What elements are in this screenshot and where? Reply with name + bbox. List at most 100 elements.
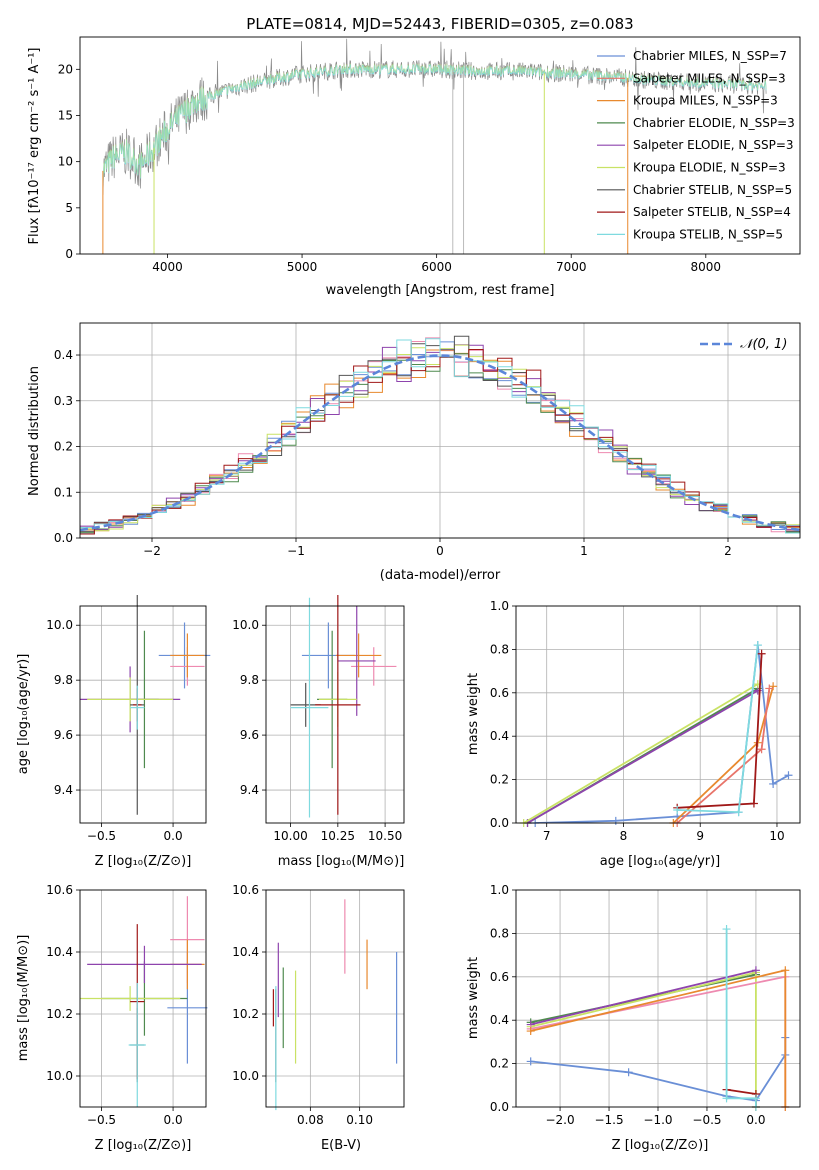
- x-tick-label: −2: [143, 544, 161, 558]
- x-axis-label: E(B-V): [321, 1138, 361, 1153]
- plot-frame: [515, 889, 801, 1108]
- data-point-marker: [526, 1057, 535, 1066]
- x-tick-label: 10.50: [368, 829, 402, 843]
- x-tick-label: 8000: [691, 260, 722, 274]
- histogram-series: [80, 349, 800, 535]
- x-axis-label: wavelength [Angstrom, rest frame]: [326, 283, 555, 298]
- x-tick-label: 1: [580, 544, 588, 558]
- data-point-marker: [769, 779, 778, 788]
- y-axis-label: Normed distribution: [27, 366, 42, 496]
- mass-vs-metallicity-panel: Z [log₁₀(Z/Z⊙)] mass [log₁₀(M/M⊙)] −0.5 0…: [16, 883, 208, 1153]
- x-tick-label: 7000: [556, 260, 587, 274]
- mass-weight-series: [725, 929, 757, 1107]
- y-tick-label: 0.0: [490, 816, 509, 830]
- y-tick-label: 5: [65, 201, 73, 215]
- error-bar-point: [87, 677, 174, 722]
- legend-label: Chabrier MILES, N_SSP=7: [633, 49, 787, 63]
- y-tick-label: 10.4: [232, 945, 259, 959]
- data-point-marker: [757, 649, 766, 658]
- x-tick-label: 0.10: [346, 1113, 373, 1127]
- x-tick-label: −1.5: [594, 1113, 623, 1127]
- y-tick-label: 0: [65, 247, 73, 261]
- x-tick-label: 0.0: [164, 829, 183, 843]
- legend-label: 𝒩(0, 1): [740, 337, 787, 352]
- y-tick-label: 1.0: [490, 599, 509, 613]
- error-bar-point: [337, 606, 376, 716]
- y-tick-label: 9.4: [54, 783, 73, 797]
- x-axis-label: Z [log₁₀(Z/Z⊙)]: [95, 854, 192, 869]
- y-tick-label: 0.3: [54, 394, 73, 408]
- x-tick-label: 0: [436, 544, 444, 558]
- y-tick-label: 10.0: [46, 1069, 73, 1083]
- x-tick-label: 6000: [421, 260, 452, 274]
- y-tick-label: 0.1: [54, 485, 73, 499]
- mass-weight-series: [677, 653, 763, 809]
- plot-frame: [79, 36, 801, 255]
- mass-weight-vs-age-panel: age [log₁₀(age/yr)] mass weight 7 8 9 10 0.0…: [466, 599, 801, 869]
- y-tick-label: 10.6: [232, 883, 259, 897]
- y-axis-label: age [log₁₀(age/yr)]: [16, 654, 31, 775]
- plot-frame: [79, 889, 207, 1108]
- y-tick-label: 0.8: [490, 642, 509, 656]
- model-spectrum: [102, 62, 767, 184]
- error-bar-point: [87, 945, 202, 983]
- x-axis-label: mass [log₁₀(M/M⊙)]: [278, 854, 405, 869]
- data-point-marker: [757, 745, 766, 754]
- x-tick-label: 10: [769, 829, 784, 843]
- y-tick-label: 0.2: [54, 440, 73, 454]
- x-tick-label: −1: [287, 544, 305, 558]
- data-point-marker: [673, 805, 682, 814]
- x-tick-label: 9: [696, 829, 704, 843]
- data-point-marker: [753, 641, 762, 650]
- plot-frame: [79, 322, 801, 539]
- error-bar-point: [80, 986, 181, 1011]
- y-tick-label: 0.8: [490, 926, 509, 940]
- data-point-marker: [751, 1094, 760, 1103]
- data-point-marker: [781, 966, 790, 975]
- x-tick-label: 8: [620, 829, 628, 843]
- plot-frame: [79, 605, 207, 824]
- legend-label: Kroupa STELIB, N_SSP=5: [633, 227, 783, 241]
- x-tick-label: 2: [724, 544, 732, 558]
- y-tick-label: 0.6: [490, 686, 509, 700]
- y-tick-label: 9.6: [54, 728, 73, 742]
- legend-label: Chabrier STELIB, N_SSP=5: [633, 183, 792, 197]
- y-tick-label: 9.6: [240, 728, 259, 742]
- y-tick-label: 1.0: [490, 883, 509, 897]
- legend-label: Kroupa ELODIE, N_SSP=3: [633, 161, 786, 175]
- error-bar-point: [170, 633, 205, 678]
- y-tick-label: 9.8: [240, 673, 259, 687]
- mass-weight-series: [530, 973, 757, 1024]
- x-tick-label: 4000: [152, 260, 183, 274]
- legend-label: Salpeter STELIB, N_SSP=4: [633, 205, 791, 219]
- histogram-series: [80, 338, 800, 534]
- data-point-marker: [751, 966, 760, 975]
- y-tick-label: 10.4: [46, 945, 73, 959]
- mass-weight-series: [523, 683, 759, 823]
- y-tick-label: 0.6: [490, 970, 509, 984]
- error-bar-point: [290, 597, 329, 818]
- y-tick-label: 0.4: [54, 348, 73, 362]
- data-point-marker: [784, 771, 793, 780]
- model-spectrum: [102, 63, 767, 185]
- y-tick-label: 0.2: [490, 773, 509, 787]
- data-point-marker: [624, 1068, 633, 1077]
- y-tick-label: 10.2: [232, 1007, 259, 1021]
- y-tick-label: 10.0: [232, 1069, 259, 1083]
- error-bar-point: [128, 983, 146, 1107]
- x-tick-label: 10.00: [273, 829, 307, 843]
- error-bar-point: [335, 633, 382, 678]
- y-tick-label: 9.4: [240, 783, 259, 797]
- y-tick-label: 0.0: [54, 531, 73, 545]
- legend-label: Salpeter MILES, N_SSP=3: [633, 71, 786, 85]
- x-axis-label: age [log₁₀(age/yr)]: [600, 854, 721, 869]
- y-tick-label: 10.0: [232, 618, 259, 632]
- chart-title: PLATE=0814, MJD=52443, FIBERID=0305, z=0…: [246, 15, 633, 33]
- y-axis-label: Flux [fλ10⁻¹⁷ erg cm⁻² s⁻¹ A⁻¹]: [27, 48, 42, 245]
- normal-reference-curve: [79, 354, 801, 532]
- mass-weight-vs-metallicity-panel: Z [log₁₀(Z/Z⊙)] mass weight −2.0 −1.5 −1.0…: [466, 883, 801, 1153]
- data-point-marker: [765, 684, 774, 693]
- y-tick-label: 15: [58, 108, 73, 122]
- x-axis-label: Z [log₁₀(Z/Z⊙)]: [612, 1138, 709, 1153]
- x-axis-label: (data-model)/error: [380, 568, 501, 583]
